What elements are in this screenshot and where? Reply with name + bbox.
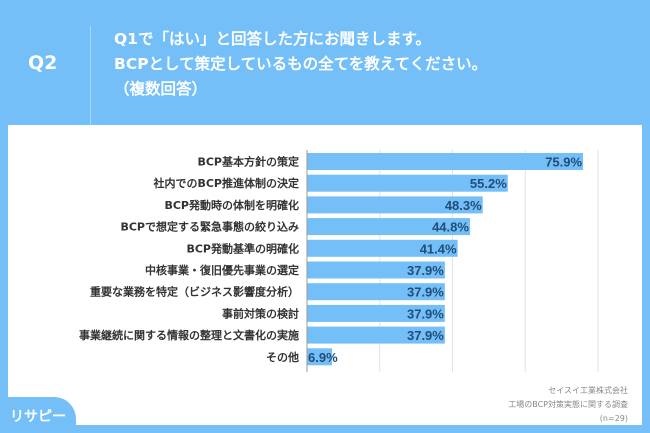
bar: [307, 218, 470, 236]
category-label: 事前対策の検討: [222, 306, 299, 320]
category-label: 事業継続に関する情報の整理と文書化の実施: [79, 328, 299, 342]
bar: [307, 174, 508, 192]
category-label: BCP基本方針の策定: [197, 155, 299, 169]
header-divider: [90, 26, 91, 130]
category-label: 社内でのBCP推進体制の決定: [152, 176, 299, 190]
data-label: 44.8%: [432, 220, 469, 235]
bar: [307, 304, 445, 322]
bar: [307, 153, 584, 170]
category-label: その他: [266, 350, 299, 364]
bar: [307, 326, 445, 344]
data-label: 48.3%: [445, 198, 482, 213]
question-line: Q1で「はい」と回答した方にお聞きします。: [114, 30, 431, 48]
category-label: BCP発動基準の明確化: [186, 241, 299, 255]
bar: [307, 283, 445, 301]
category-label: 重要な業務を特定（ビジネス影響度分析）: [90, 285, 299, 299]
category-label: 中核事業・復旧優先事業の選定: [145, 263, 299, 277]
question-line: BCPとして策定しているもの全てを教えてください。: [114, 55, 488, 73]
data-label: 55.2%: [470, 176, 507, 191]
question-number: Q2: [28, 52, 58, 74]
data-label: 37.9%: [407, 285, 444, 300]
logo: リサピー: [0, 397, 76, 433]
category-label: BCPで想定する緊急事態の絞り込み: [120, 220, 299, 234]
bar: [307, 196, 483, 214]
question-text: Q1で「はい」と回答した方にお聞きします。 BCPとして策定しているもの全てを教…: [114, 27, 487, 102]
data-label: 75.9%: [545, 155, 582, 170]
data-label: 37.9%: [407, 328, 444, 343]
source-survey: 工場のBCP対策実態に関する調査: [508, 400, 628, 409]
bar: [307, 348, 333, 366]
category-label: BCP発動時の体制を明確化: [164, 198, 299, 212]
logo-text: リサピー: [10, 409, 66, 425]
question-line: （複数回答）: [114, 80, 208, 98]
data-label: 37.9%: [407, 306, 444, 321]
data-label: 6.9%: [308, 350, 338, 365]
data-label: 41.4%: [420, 241, 457, 256]
data-label: 37.9%: [407, 263, 444, 278]
source-company: セイスイ工業株式会社: [548, 386, 628, 395]
source-note: セイスイ工業株式会社 工場のBCP対策実態に関する調査 (n=29): [508, 384, 628, 426]
bar: [307, 239, 458, 257]
bar: [307, 261, 445, 279]
sample-size: (n=29): [599, 414, 628, 423]
